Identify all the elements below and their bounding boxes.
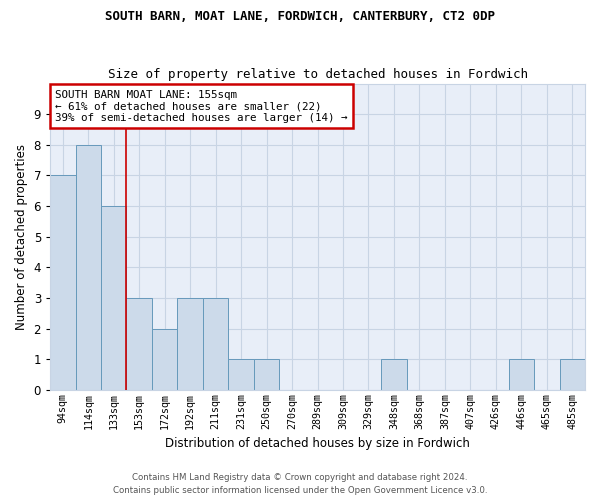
X-axis label: Distribution of detached houses by size in Fordwich: Distribution of detached houses by size … xyxy=(165,437,470,450)
Bar xyxy=(127,298,152,390)
Text: SOUTH BARN MOAT LANE: 155sqm
← 61% of detached houses are smaller (22)
39% of se: SOUTH BARN MOAT LANE: 155sqm ← 61% of de… xyxy=(55,90,348,123)
Bar xyxy=(203,298,229,390)
Bar xyxy=(152,328,178,390)
Text: Contains HM Land Registry data © Crown copyright and database right 2024.
Contai: Contains HM Land Registry data © Crown c… xyxy=(113,474,487,495)
Title: Size of property relative to detached houses in Fordwich: Size of property relative to detached ho… xyxy=(107,68,527,81)
Bar xyxy=(381,360,407,390)
Bar xyxy=(76,145,101,390)
Bar xyxy=(229,360,254,390)
Bar xyxy=(560,360,585,390)
Text: SOUTH BARN, MOAT LANE, FORDWICH, CANTERBURY, CT2 0DP: SOUTH BARN, MOAT LANE, FORDWICH, CANTERB… xyxy=(105,10,495,23)
Y-axis label: Number of detached properties: Number of detached properties xyxy=(15,144,28,330)
Bar xyxy=(50,176,76,390)
Bar xyxy=(178,298,203,390)
Bar xyxy=(101,206,127,390)
Bar xyxy=(509,360,534,390)
Bar xyxy=(254,360,280,390)
